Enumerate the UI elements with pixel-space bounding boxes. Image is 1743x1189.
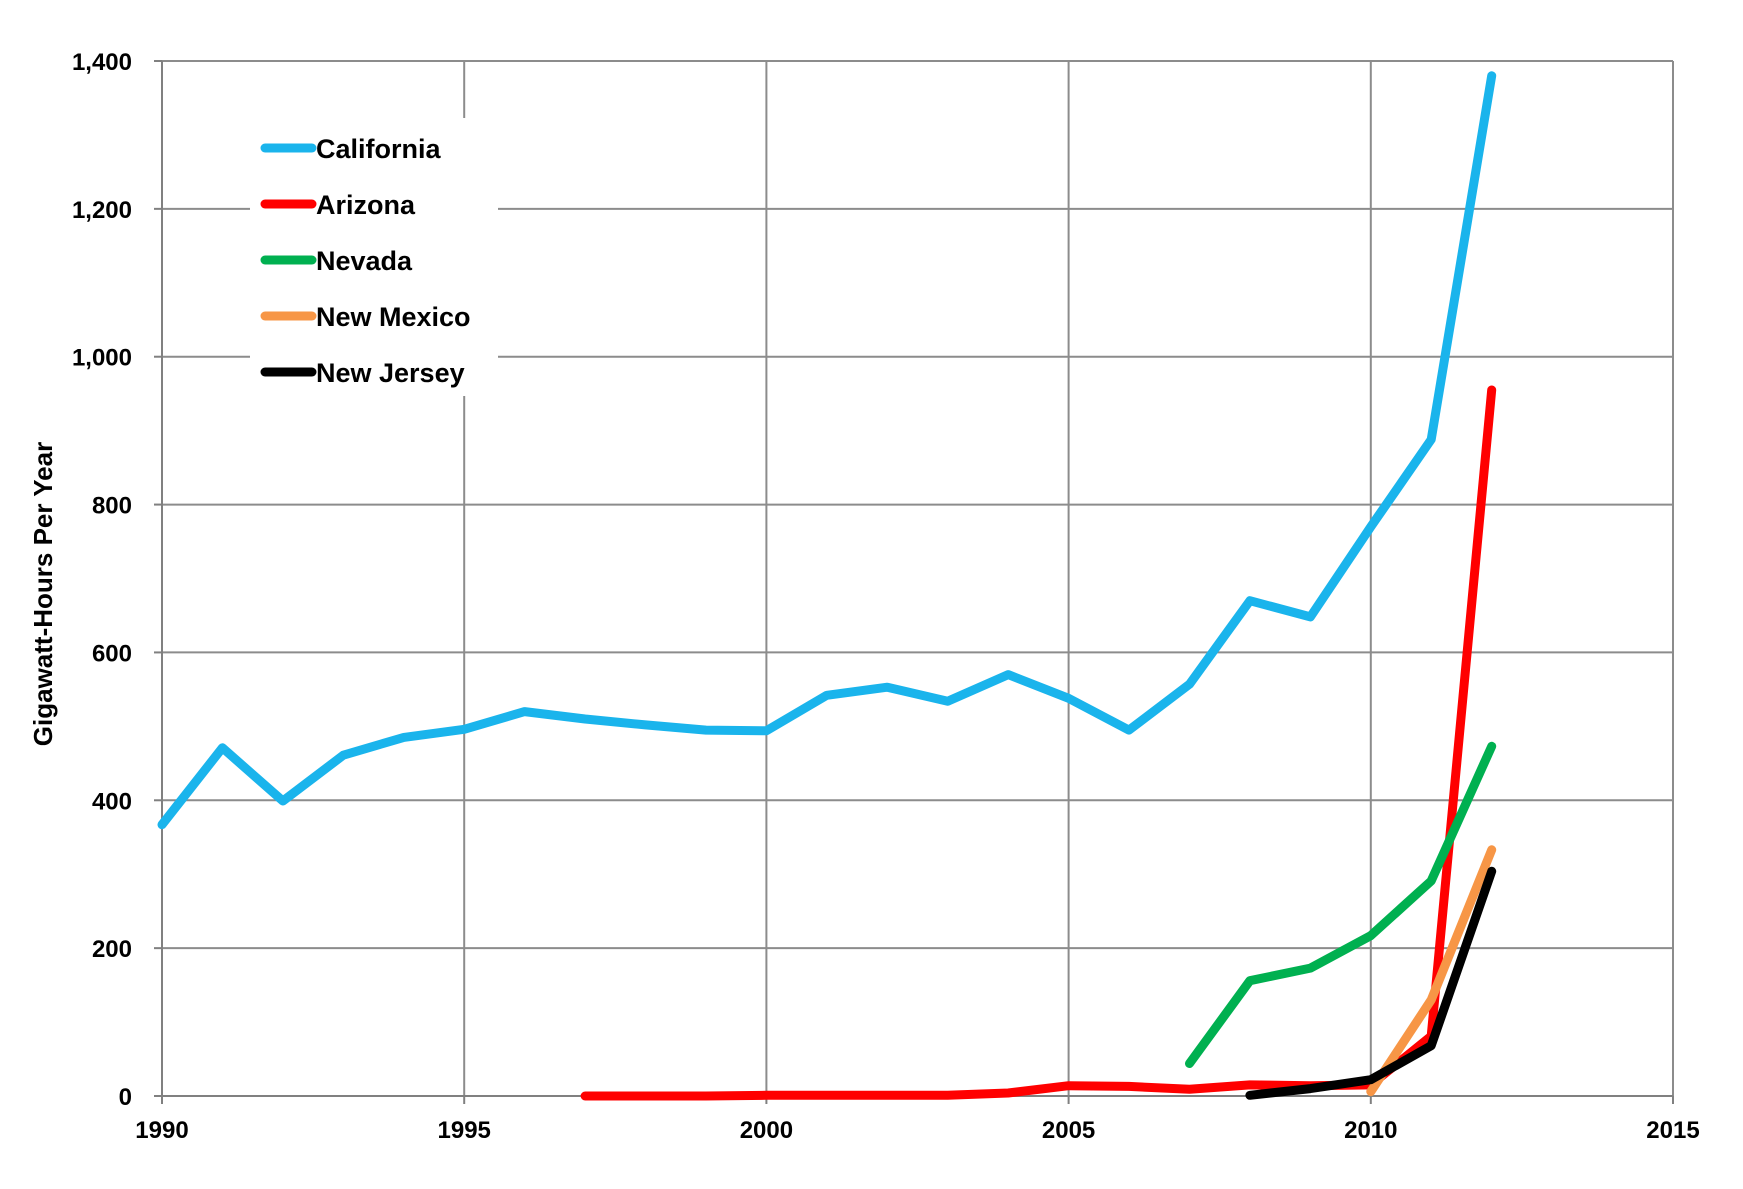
y-tick-label: 1,000 [72,345,132,372]
series-line-nevada [1185,741,1497,1068]
legend-label-arizona: Arizona [316,190,416,220]
y-tick-labels: 0 200 400 600 800 1,000 1,200 1,400 [72,49,132,1111]
y-axis-title: Gigawatt-Hours Per Year [28,442,58,746]
y-tick-label: 800 [92,493,132,520]
y-tick-label: 400 [92,788,132,815]
series-line-new-jersey [1245,866,1497,1100]
legend-label-new-mexico: New Mexico [316,302,471,332]
legend: California Arizona Nevada New Mexico New Jer… [250,118,498,396]
series-lines [157,71,1497,1101]
series-line-california [157,71,1497,830]
x-tick-labels: 1990 1995 2000 2005 2010 2015 [135,1117,1699,1144]
x-tick-label: 2005 [1042,1117,1095,1144]
y-tick-label: 1,400 [72,49,132,76]
legend-label-california: California [316,134,442,164]
legend-label-new-jersey: New Jersey [316,358,465,388]
y-tick-label: 600 [92,640,132,667]
legend-label-nevada: Nevada [316,246,413,276]
x-tick-label: 1995 [438,1117,491,1144]
y-tick-label: 200 [92,936,132,963]
y-tick-label: 0 [119,1084,132,1111]
y-tick-label: 1,200 [72,197,132,224]
x-tick-label: 2015 [1646,1117,1699,1144]
x-tick-label: 2000 [740,1117,793,1144]
series-line-new-mexico [1366,845,1497,1097]
x-tick-label: 2010 [1344,1117,1397,1144]
series-line-arizona [580,385,1497,1101]
x-tick-label: 1990 [135,1117,188,1144]
